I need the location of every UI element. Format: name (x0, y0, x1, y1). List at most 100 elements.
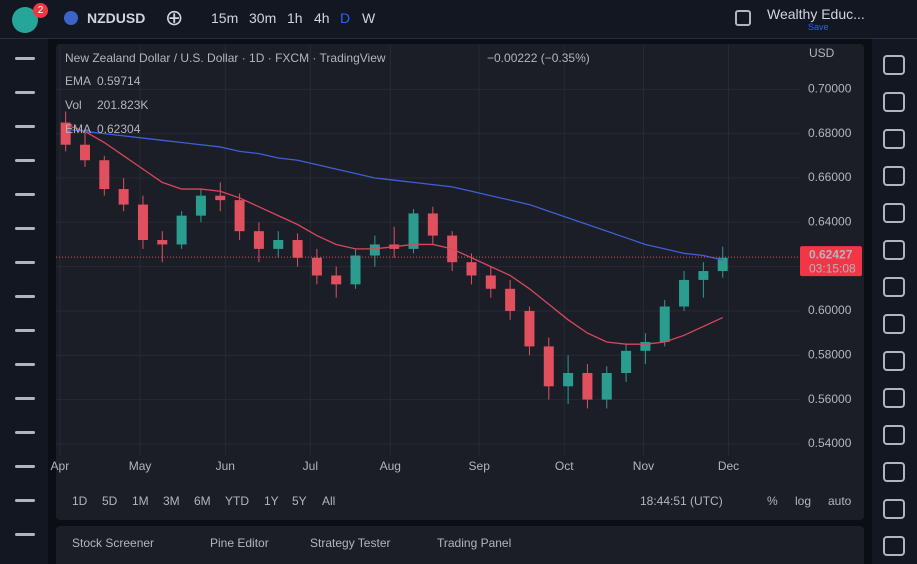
tool-icon[interactable] (15, 533, 35, 536)
widget-icon[interactable] (883, 462, 905, 482)
tool-icon[interactable] (15, 125, 35, 128)
range-button[interactable]: 6M (194, 494, 211, 508)
y-tick-label: 0.58000 (808, 347, 852, 361)
candle-body (408, 213, 419, 249)
ema-line (65, 124, 723, 345)
layout-name[interactable]: Wealthy Educ... (767, 6, 865, 22)
candle-body (292, 240, 303, 258)
interval[interactable]: 1h (287, 10, 303, 26)
widget-icon[interactable] (883, 351, 905, 371)
tool-icon[interactable] (15, 91, 35, 94)
tool-icon[interactable] (15, 57, 35, 60)
candle-body (176, 215, 187, 245)
candle-body (195, 195, 206, 216)
range-button[interactable]: 5D (102, 494, 118, 508)
last-price: 0.62427 (809, 247, 853, 261)
x-tick-label: Jun (216, 459, 235, 473)
interval[interactable]: 30m (249, 10, 277, 26)
widget-icon[interactable] (883, 55, 905, 75)
x-tick-label: Dec (718, 459, 739, 473)
candle-body (369, 244, 380, 256)
tool-icon[interactable] (15, 363, 35, 366)
change: −0.00222 (−0.35%) (487, 51, 590, 65)
tool-icon[interactable] (15, 193, 35, 196)
widget-icon[interactable] (883, 388, 905, 408)
widget-icon[interactable] (883, 203, 905, 223)
range-button[interactable]: 1D (72, 494, 88, 508)
widget-icon[interactable] (883, 240, 905, 260)
x-tick-label: Aug (380, 459, 401, 473)
candle-body (563, 373, 574, 387)
y-tick-label: 0.64000 (808, 214, 852, 228)
drawing-toolbar (0, 39, 48, 564)
save[interactable]: Save (808, 22, 829, 32)
candle-body (137, 204, 148, 241)
range-button[interactable]: 1Y (264, 494, 279, 508)
tool-icon[interactable] (15, 295, 35, 298)
panel-tab[interactable]: Strategy Tester (310, 536, 390, 550)
candle-body (717, 257, 728, 272)
candle-body (582, 373, 593, 400)
tool-icon[interactable] (15, 227, 35, 230)
chart-title: New Zealand Dollar / U.S. Dollar · 1D · … (65, 51, 386, 65)
candle-body (331, 275, 342, 285)
panel-tab[interactable]: Stock Screener (72, 536, 154, 550)
widget-icon[interactable] (883, 92, 905, 112)
range-button[interactable]: All (322, 494, 335, 508)
legend-name: EMA (65, 122, 91, 136)
interval[interactable]: W (362, 10, 376, 26)
panel-tab[interactable]: Trading Panel (437, 536, 511, 550)
clock: 18:44:51 (UTC) (640, 494, 723, 508)
x-tick-label: Oct (555, 459, 574, 473)
layout-icon[interactable] (735, 10, 751, 26)
x-tick-label: Jul (303, 459, 318, 473)
y-tick-label: 0.70000 (808, 81, 852, 95)
widget-icon[interactable] (883, 166, 905, 186)
widget-icon[interactable] (883, 536, 905, 556)
tool-icon[interactable] (15, 397, 35, 400)
flag (64, 11, 78, 25)
tool-icon[interactable] (15, 261, 35, 264)
percent[interactable]: % (767, 494, 778, 508)
candle-body (505, 288, 516, 311)
tool-icon[interactable] (15, 465, 35, 468)
candle-body (157, 240, 168, 245)
log[interactable]: log (795, 494, 811, 508)
widget-icon[interactable] (883, 314, 905, 334)
y-tick-label: 0.66000 (808, 170, 852, 184)
widget-icon[interactable] (883, 425, 905, 445)
range-button[interactable]: YTD (225, 494, 249, 508)
range-button[interactable]: 3M (163, 494, 180, 508)
x-tick-label: Apr (51, 459, 70, 473)
symbol[interactable]: NZDUSD (87, 10, 146, 26)
add-symbol[interactable]: ⊕ (165, 5, 184, 30)
candle-body (679, 279, 690, 307)
candle-body (350, 255, 361, 285)
interval[interactable]: D (340, 10, 351, 26)
candle-body (524, 310, 535, 347)
x-tick-label: May (129, 459, 152, 473)
auto[interactable]: auto (828, 494, 852, 508)
widget-icon[interactable] (883, 499, 905, 519)
widget-icon[interactable] (883, 277, 905, 297)
x-tick-label: Sep (469, 459, 491, 473)
countdown: 03:15:08 (809, 261, 856, 275)
range-button[interactable]: 1M (132, 494, 149, 508)
tool-icon[interactable] (15, 431, 35, 434)
y-tick-label: 0.68000 (808, 126, 852, 140)
panel-tab[interactable]: Pine Editor (210, 536, 269, 550)
currency: USD (809, 46, 835, 60)
tool-icon[interactable] (15, 329, 35, 332)
legend-value: 0.59714 (97, 74, 141, 88)
interval[interactable]: 15m (211, 10, 239, 26)
candle-body (311, 257, 322, 276)
y-tick-label: 0.54000 (808, 436, 852, 450)
interval[interactable]: 4h (314, 10, 330, 26)
range-button[interactable]: 5Y (292, 494, 307, 508)
tool-icon[interactable] (15, 159, 35, 162)
widget-icon[interactable] (883, 129, 905, 149)
price-tag (800, 246, 862, 277)
x-tick-label: Nov (633, 459, 654, 473)
tool-icon[interactable] (15, 499, 35, 502)
